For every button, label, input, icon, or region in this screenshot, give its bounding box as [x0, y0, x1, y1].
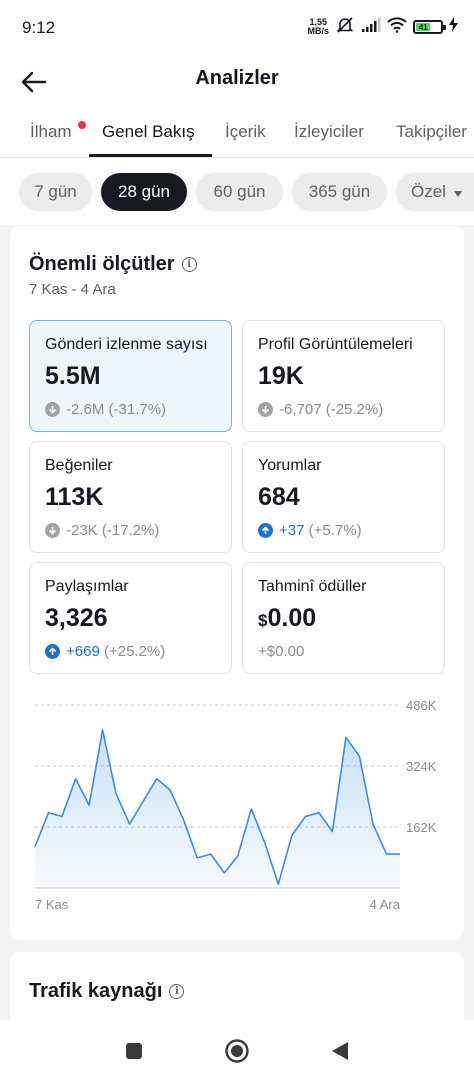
y-tick-label: 486K: [406, 698, 437, 713]
metric-percent: (+25.2%): [103, 643, 166, 660]
traffic-source-card: Trafik kaynağı i: [10, 952, 464, 1032]
network-speed: 1,55 MB/s: [307, 18, 329, 36]
arrow-down-icon: [45, 402, 60, 417]
metric-percent: (+5.7%): [308, 522, 362, 539]
metric-percent: (-25.2%): [325, 401, 384, 418]
metric-label: Profil Görüntülemeleri: [258, 336, 413, 353]
top-header: Analizler: [0, 56, 474, 106]
range-365-days[interactable]: 365 gün: [292, 173, 387, 211]
range-28-days[interactable]: 28 gün: [101, 173, 187, 211]
metric-label: Yorumlar: [258, 457, 322, 474]
metric-percent: (-31.7%): [108, 401, 167, 418]
arrow-down-icon: [45, 523, 60, 538]
metric-likes[interactable]: Beğeniler 113K -23K (-17.2%): [29, 441, 232, 553]
battery-icon: 41: [413, 20, 446, 34]
date-range-label: 7 Kas - 4 Ara: [29, 281, 116, 298]
notification-dot: [78, 121, 86, 129]
arrow-up-icon: [258, 523, 273, 538]
range-7-days[interactable]: 7 gün: [19, 173, 92, 211]
x-tick-label: 7 Kas: [35, 897, 69, 912]
range-60-days[interactable]: 60 gün: [196, 173, 283, 211]
range-custom-label: Özel: [411, 182, 446, 201]
info-icon[interactable]: i: [169, 984, 185, 999]
y-tick-label: 162K: [406, 820, 437, 835]
metric-change: -2.6M (-31.7%): [45, 401, 216, 418]
circle-icon: [225, 1039, 249, 1063]
chart-svg: 162K 324K 486K 7 Kas 4 Ara: [34, 698, 437, 912]
mute-bell-icon: [335, 15, 355, 40]
metric-label: Tahminî ödüller: [258, 578, 367, 595]
caret-down-icon: [453, 182, 462, 202]
y-tick-label: 324K: [406, 759, 437, 774]
metric-value: 0.00: [267, 604, 317, 632]
metric-delta: -23K: [66, 522, 98, 539]
metric-percent: (-17.2%): [101, 522, 160, 539]
page-title: Analizler: [195, 67, 279, 89]
tab-overview[interactable]: Genel Bakış: [102, 122, 195, 141]
traffic-source-title: Trafik kaynağı: [29, 980, 163, 1002]
series-area: [35, 729, 400, 888]
metric-value: 684: [258, 483, 300, 511]
info-icon[interactable]: i: [181, 257, 197, 272]
currency-symbol: $: [258, 611, 268, 630]
traffic-source-header: Trafik kaynağı i: [29, 980, 185, 1003]
tab-viewers[interactable]: İzleyiciler: [294, 122, 364, 141]
metric-value: 19K: [258, 362, 304, 390]
wifi-icon: [387, 16, 407, 38]
metric-value: 113K: [45, 483, 104, 511]
tab-followers[interactable]: Takipçiler: [396, 122, 467, 141]
metric-value-wrap: $0.00: [258, 604, 429, 633]
metric-delta: +37: [279, 522, 305, 539]
back-nav-button[interactable]: [327, 1038, 353, 1064]
metric-estimated-rewards[interactable]: Tahminî ödüller $0.00 +$0.00: [242, 562, 445, 674]
tab-content[interactable]: İçerik: [225, 122, 266, 141]
tab-inspiration[interactable]: İlham: [30, 122, 72, 141]
network-speed-value: 1,55: [309, 17, 327, 27]
metric-label: Gönderi izlenme sayısı: [45, 336, 208, 353]
metric-change: +669 (+25.2%): [45, 643, 216, 660]
recent-apps-button[interactable]: [121, 1038, 147, 1064]
metric-change: +37 (+5.7%): [258, 522, 429, 539]
status-time: 9:12: [22, 18, 56, 37]
series-line: [34, 729, 400, 885]
triangle-back-icon: [332, 1042, 348, 1060]
metric-comments[interactable]: Yorumlar 684 +37 (+5.7%): [242, 441, 445, 553]
metric-change: -6,707 (-25.2%): [258, 401, 429, 418]
signal-icon: [361, 17, 381, 38]
charging-icon: [449, 17, 458, 37]
metric-delta: +$0.00: [258, 643, 305, 660]
metric-delta: -2.6M: [66, 401, 105, 418]
system-nav-bar: [0, 1020, 474, 1080]
battery-level: 41: [416, 23, 431, 32]
date-range-selector: 7 gün 28 gün 60 gün 365 gün Özel: [0, 158, 474, 225]
views-trend-chart: 162K 324K 486K 7 Kas 4 Ara: [25, 695, 457, 920]
key-metrics-title: Önemli ölçütler: [29, 253, 175, 275]
status-icons: 1,55 MB/s 41: [307, 16, 458, 38]
status-bar: 9:12 1,55 MB/s 41: [0, 0, 474, 56]
key-metrics-header: Önemli ölçütler i: [29, 253, 197, 276]
metric-change: -23K (-17.2%): [45, 522, 216, 539]
metric-delta: -6,707: [279, 401, 322, 418]
active-tab-indicator: [89, 154, 212, 157]
square-icon: [126, 1043, 142, 1059]
arrow-up-icon: [45, 644, 60, 659]
x-tick-label: 4 Ara: [370, 897, 401, 912]
metric-change: +$0.00: [258, 643, 429, 660]
metric-value: 5.5M: [45, 362, 101, 390]
arrow-down-icon: [258, 402, 273, 417]
metric-label: Paylaşımlar: [45, 578, 129, 595]
network-speed-unit: MB/s: [307, 26, 329, 36]
metric-post-views[interactable]: Gönderi izlenme sayısı 5.5M -2.6M (-31.7…: [29, 320, 232, 432]
metric-shares[interactable]: Paylaşımlar 3,326 +669 (+25.2%): [29, 562, 232, 674]
metric-delta: +669: [66, 643, 100, 660]
metric-value: 3,326: [45, 604, 108, 632]
arrow-left-icon: [21, 71, 47, 93]
home-button[interactable]: [224, 1038, 250, 1064]
metric-label: Beğeniler: [45, 457, 113, 474]
metric-profile-views[interactable]: Profil Görüntülemeleri 19K -6,707 (-25.2…: [242, 320, 445, 432]
analytics-tabs: İlham Genel Bakış İçerik İzleyiciler Tak…: [0, 106, 474, 158]
range-custom[interactable]: Özel: [396, 173, 474, 211]
back-button[interactable]: [16, 64, 52, 100]
